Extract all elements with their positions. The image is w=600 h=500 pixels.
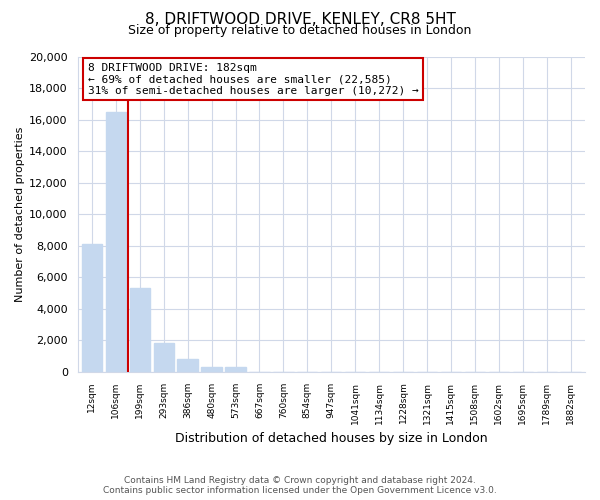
Bar [226, 368, 245, 372]
Bar [82, 244, 102, 372]
Bar [178, 359, 198, 372]
Text: 8 DRIFTWOOD DRIVE: 182sqm
← 69% of detached houses are smaller (22,585)
31% of s: 8 DRIFTWOOD DRIVE: 182sqm ← 69% of detac… [88, 63, 418, 96]
Bar [106, 112, 126, 372]
Y-axis label: Number of detached properties: Number of detached properties [15, 126, 25, 302]
Bar [154, 342, 174, 372]
Text: 8, DRIFTWOOD DRIVE, KENLEY, CR8 5HT: 8, DRIFTWOOD DRIVE, KENLEY, CR8 5HT [145, 12, 455, 28]
Bar [202, 368, 222, 372]
Text: Size of property relative to detached houses in London: Size of property relative to detached ho… [128, 24, 472, 37]
Text: Contains HM Land Registry data © Crown copyright and database right 2024.
Contai: Contains HM Land Registry data © Crown c… [103, 476, 497, 495]
Bar [130, 288, 150, 372]
X-axis label: Distribution of detached houses by size in London: Distribution of detached houses by size … [175, 432, 488, 445]
